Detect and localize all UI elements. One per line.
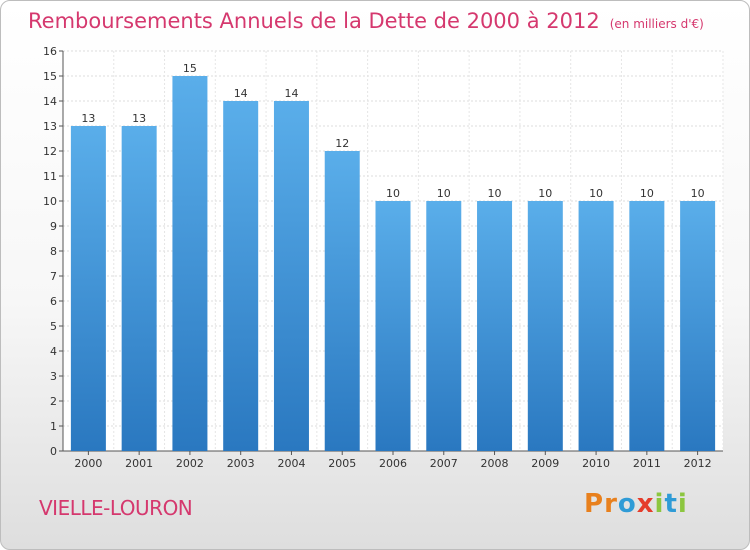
y-tick-label: 5 <box>50 320 57 333</box>
value-label-2008: 10 <box>488 187 502 200</box>
value-label-2004: 14 <box>284 87 298 100</box>
value-label-2010: 10 <box>589 187 603 200</box>
logo-letter: x <box>636 489 655 519</box>
y-tick-label: 7 <box>50 270 57 283</box>
bar-2009 <box>527 201 563 451</box>
x-tick-label-2009: 2009 <box>531 457 559 470</box>
proxiti-logo: Proxiti <box>584 489 688 519</box>
bar-2011 <box>629 201 665 451</box>
y-tick-label: 10 <box>43 195 57 208</box>
bar-2002 <box>172 76 208 451</box>
x-tick-label-2001: 2001 <box>125 457 153 470</box>
value-label-2009: 10 <box>538 187 552 200</box>
y-tick-label: 14 <box>43 95 57 108</box>
bar-2007 <box>426 201 462 451</box>
bars <box>70 76 716 451</box>
y-tick-label: 0 <box>50 445 57 458</box>
bar-2000 <box>70 126 106 451</box>
value-label-2006: 10 <box>386 187 400 200</box>
bar-2005 <box>324 151 360 451</box>
y-tick-label: 9 <box>50 220 57 233</box>
value-label-2005: 12 <box>335 137 349 150</box>
title-text: Remboursements Annuels de la Dette de 20… <box>28 9 600 33</box>
bar-2006 <box>375 201 411 451</box>
value-label-2012: 10 <box>691 187 705 200</box>
value-label-2003: 14 <box>234 87 248 100</box>
x-tick-label-2005: 2005 <box>328 457 356 470</box>
labels: 0123456789101112131415161320001320011520… <box>43 45 712 470</box>
x-tick-label-2006: 2006 <box>379 457 407 470</box>
x-tick-label-2011: 2011 <box>633 457 661 470</box>
bar-2012 <box>680 201 716 451</box>
bar-2010 <box>578 201 614 451</box>
chart-title: Remboursements Annuels de la Dette de 20… <box>28 9 704 33</box>
x-tick-label-2000: 2000 <box>74 457 102 470</box>
y-tick-label: 13 <box>43 120 57 133</box>
commune-name: VIELLE-LOURON <box>39 496 193 520</box>
x-tick-label-2007: 2007 <box>430 457 458 470</box>
logo-letter: r <box>604 489 618 519</box>
logo-letter: i <box>677 489 688 519</box>
value-label-2011: 10 <box>640 187 654 200</box>
x-tick-label-2010: 2010 <box>582 457 610 470</box>
unit-label: (en milliers d'€) <box>609 17 704 31</box>
x-tick-label-2012: 2012 <box>684 457 712 470</box>
y-tick-label: 6 <box>50 295 57 308</box>
bar-2004 <box>273 101 309 451</box>
y-tick-label: 15 <box>43 70 57 83</box>
y-tick-label: 16 <box>43 45 57 58</box>
logo-letter: P <box>584 489 605 519</box>
value-label-2000: 13 <box>81 112 95 125</box>
y-tick-label: 11 <box>43 170 57 183</box>
bar-2003 <box>223 101 259 451</box>
bar-2008 <box>477 201 513 451</box>
x-tick-label-2003: 2003 <box>227 457 255 470</box>
y-tick-label: 12 <box>43 145 57 158</box>
logo-letter: o <box>617 489 637 519</box>
logo-letter: i <box>654 489 665 519</box>
x-tick-label-2002: 2002 <box>176 457 204 470</box>
y-tick-label: 4 <box>50 345 57 358</box>
value-label-2002: 15 <box>183 62 197 75</box>
x-tick-label-2004: 2004 <box>277 457 305 470</box>
value-label-2007: 10 <box>437 187 451 200</box>
y-tick-label: 2 <box>50 395 57 408</box>
y-tick-label: 3 <box>50 370 57 383</box>
value-label-2001: 13 <box>132 112 146 125</box>
logo-letter: t <box>664 489 678 519</box>
y-tick-label: 8 <box>50 245 57 258</box>
bar-2001 <box>121 126 157 451</box>
y-tick-label: 1 <box>50 420 57 433</box>
x-tick-label-2008: 2008 <box>481 457 509 470</box>
